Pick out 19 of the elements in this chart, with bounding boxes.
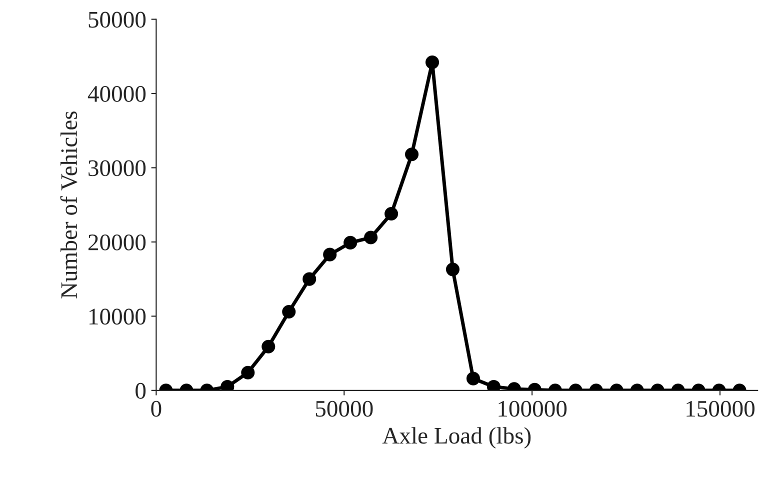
point xyxy=(344,236,358,250)
x-tick-label: 150000 xyxy=(686,400,754,417)
point xyxy=(364,230,378,244)
point xyxy=(405,148,419,162)
y-tick-label: 10000 xyxy=(90,308,146,325)
point xyxy=(323,248,337,262)
y-tick-label: 50000 xyxy=(88,12,146,28)
x-axis-title: Axle Load (lbs) xyxy=(382,427,531,449)
x-tick-label: 100000 xyxy=(498,400,567,417)
y-axis-title: Number of Vehicles xyxy=(60,112,78,298)
y-tick-label: 30000 xyxy=(88,160,146,176)
point xyxy=(384,206,398,221)
point xyxy=(446,262,460,276)
y-tick-label: 20000 xyxy=(88,234,146,250)
y-tick-label: 0 xyxy=(136,382,146,399)
point xyxy=(302,272,316,286)
x-tick-label: 50000 xyxy=(316,400,373,417)
x-tick-label: 0 xyxy=(151,400,162,417)
y-tick-label: 40000 xyxy=(88,86,146,102)
